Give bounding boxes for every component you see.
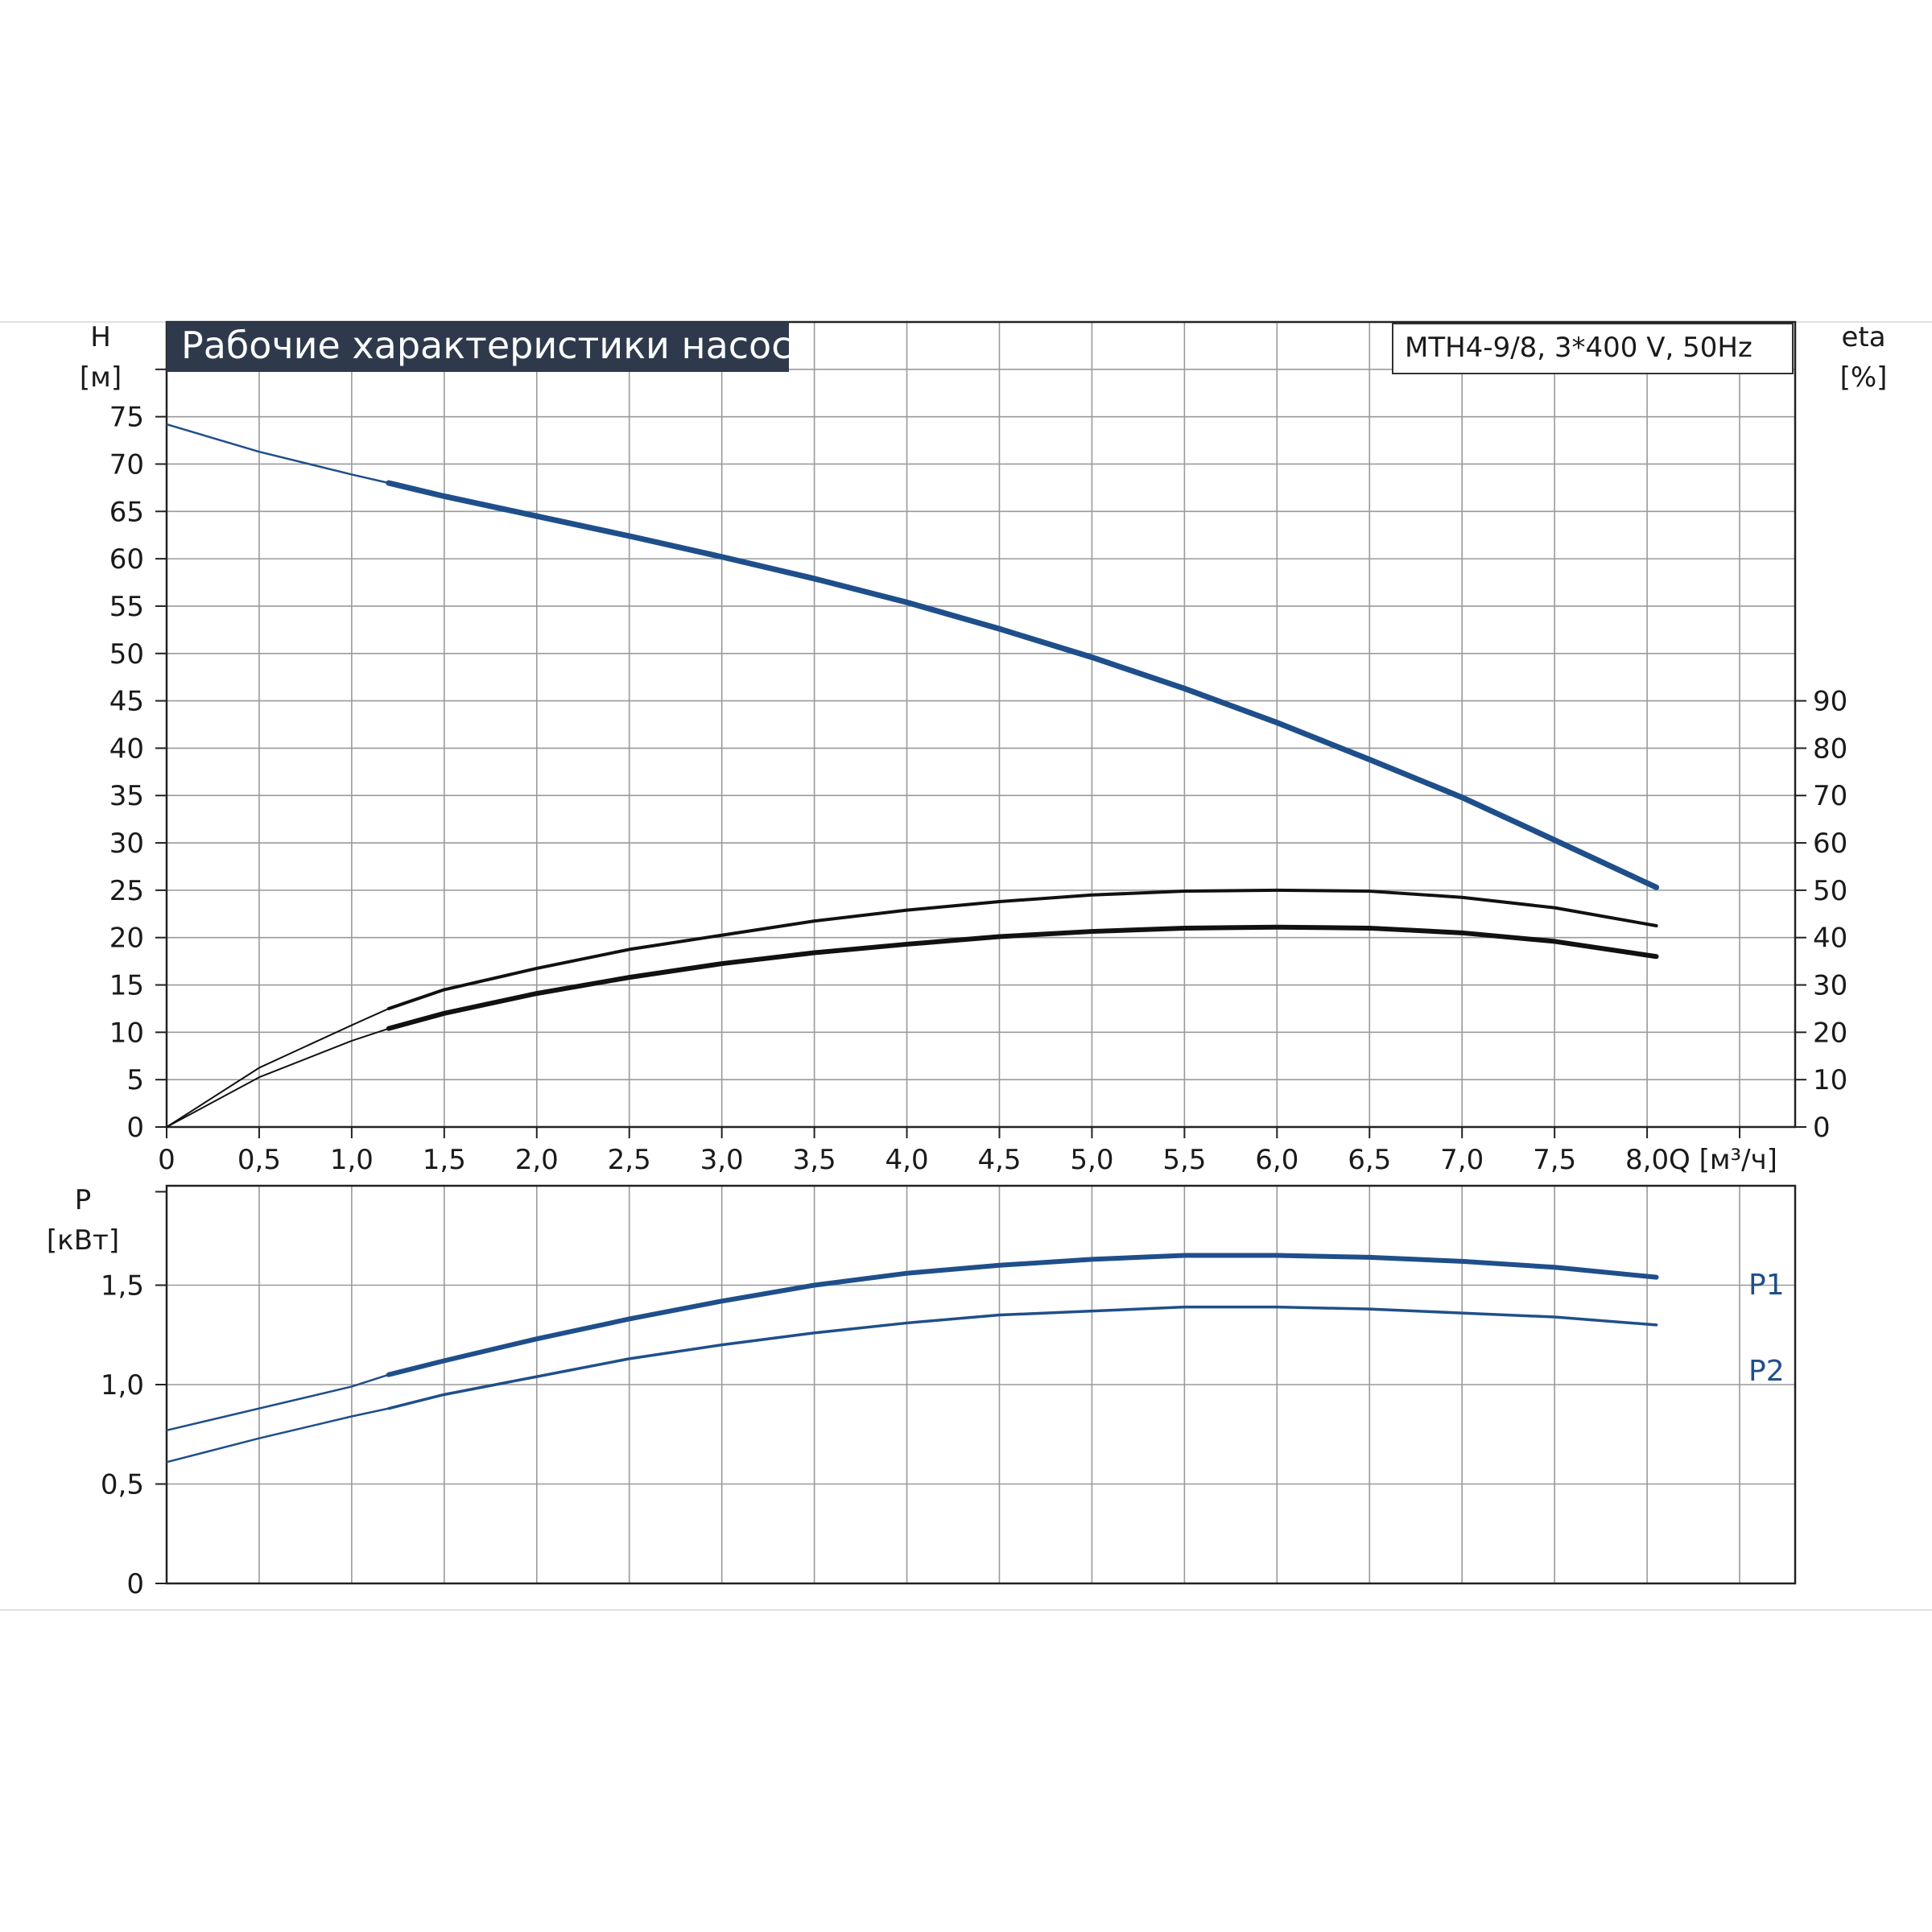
head-tick-label: 75 <box>109 402 144 434</box>
power-series <box>166 1253 1659 1463</box>
flow-tick-label: 2,0 <box>515 1144 559 1176</box>
legend-p1: P1 <box>1748 1269 1785 1302</box>
efficiency-tick-label: 50 <box>1813 875 1847 907</box>
head-efficiency-grid <box>167 322 1795 1127</box>
head-tick-label: 0 <box>126 1112 144 1144</box>
efficiency-tick-label: 30 <box>1813 970 1847 1002</box>
flow-tick-label: 7,5 <box>1533 1144 1576 1176</box>
flow-tick-label: 1,0 <box>330 1144 374 1176</box>
flow-tick-label: 0 <box>158 1144 175 1176</box>
flow-tick-label: 6,5 <box>1348 1144 1391 1176</box>
flow-tick-label: 3,0 <box>700 1144 744 1176</box>
legend-p2: P2 <box>1748 1355 1785 1388</box>
head-curve-operating-range <box>386 480 1660 890</box>
head-tick-label: 5 <box>126 1064 144 1096</box>
power-tick-label: 1,0 <box>101 1369 144 1402</box>
flow-tick-label: 5,0 <box>1070 1144 1113 1176</box>
efficiency-tick-label: 10 <box>1813 1064 1847 1096</box>
power-axis-unit: [кВт] <box>47 1224 119 1257</box>
flow-tick-label: 4,0 <box>886 1144 929 1176</box>
model-label-box <box>1392 323 1794 374</box>
efficiency-curve-pump-operating-range <box>386 888 1658 1010</box>
flow-tick-label: 4,5 <box>977 1144 1021 1176</box>
efficiency-tick-label: 60 <box>1813 828 1847 860</box>
power-axis-ticks: 0 0,5 1,0 1,5 <box>101 1191 167 1600</box>
power-axis-label: P <box>75 1184 92 1216</box>
head-tick-label: 45 <box>109 686 144 718</box>
efficiency-tick-label: 0 <box>1813 1112 1831 1144</box>
head-curve-line <box>166 423 1657 889</box>
head-tick-label: 25 <box>109 875 144 907</box>
chart-title-box <box>167 322 789 372</box>
head-tick-label: 35 <box>109 780 144 812</box>
head-tick-label: 60 <box>109 543 144 576</box>
head-tick-label: 15 <box>109 970 144 1002</box>
head-axis-unit: [м] <box>80 361 122 394</box>
flow-tick-label: 0,5 <box>237 1144 281 1176</box>
chart-title: Рабочие характеристики насоса <box>181 324 815 367</box>
efficiency-tick-label: 20 <box>1813 1017 1847 1049</box>
head-tick-label: 10 <box>109 1017 144 1049</box>
flow-axis-label: Q [м³/ч] <box>1669 1144 1777 1176</box>
head-tick-label: 65 <box>109 496 144 528</box>
efficiency-axis-unit: [%] <box>1840 361 1888 394</box>
efficiency-tick-label: 80 <box>1813 733 1847 765</box>
efficiency-tick-label: 70 <box>1813 780 1847 812</box>
flow-tick-label: 5,5 <box>1162 1144 1206 1176</box>
head-tick-label: 30 <box>109 828 144 860</box>
model-label: MTH4-9/8, 3*400 V, 50Hz <box>1405 332 1752 364</box>
power-curve-p1-operating-range <box>386 1253 1659 1377</box>
head-plot-frame <box>165 320 1797 1129</box>
power-curve-p2-operating-range <box>387 1305 1658 1410</box>
efficiency-axis-label: eta <box>1841 321 1885 353</box>
head-tick-label: 40 <box>109 733 144 765</box>
efficiency-tick-label: 90 <box>1813 686 1847 718</box>
head-efficiency-series <box>166 423 1660 1128</box>
efficiency-curve-total-operating-range <box>386 924 1659 1031</box>
flow-tick-label: 2,5 <box>608 1144 651 1176</box>
head-axis-label: H <box>90 321 111 353</box>
head-tick-label: 20 <box>109 923 144 955</box>
head-tick-label: 50 <box>109 638 144 671</box>
power-grid <box>167 1186 1795 1583</box>
flow-tick-label: 1,5 <box>423 1144 466 1176</box>
head-axis-ticks: 0 5 10 15 20 25 30 35 40 45 50 55 60 65 70 75 0 10 20 30 40 5… <box>109 368 1847 1176</box>
efficiency-tick-label: 40 <box>1813 923 1847 955</box>
flow-tick-label: 3,5 <box>793 1144 836 1176</box>
power-tick-label: 1,5 <box>101 1270 144 1302</box>
flow-tick-label: 6,0 <box>1255 1144 1298 1176</box>
head-tick-label: 55 <box>109 591 144 623</box>
power-curve-p1-line <box>166 1254 1657 1432</box>
power-tick-label: 0 <box>126 1568 144 1600</box>
flow-tick-label: 8,0 <box>1625 1144 1669 1176</box>
power-tick-label: 0,5 <box>101 1469 144 1501</box>
head-tick-label: 70 <box>109 448 144 481</box>
flow-tick-label: 7,0 <box>1440 1144 1484 1176</box>
